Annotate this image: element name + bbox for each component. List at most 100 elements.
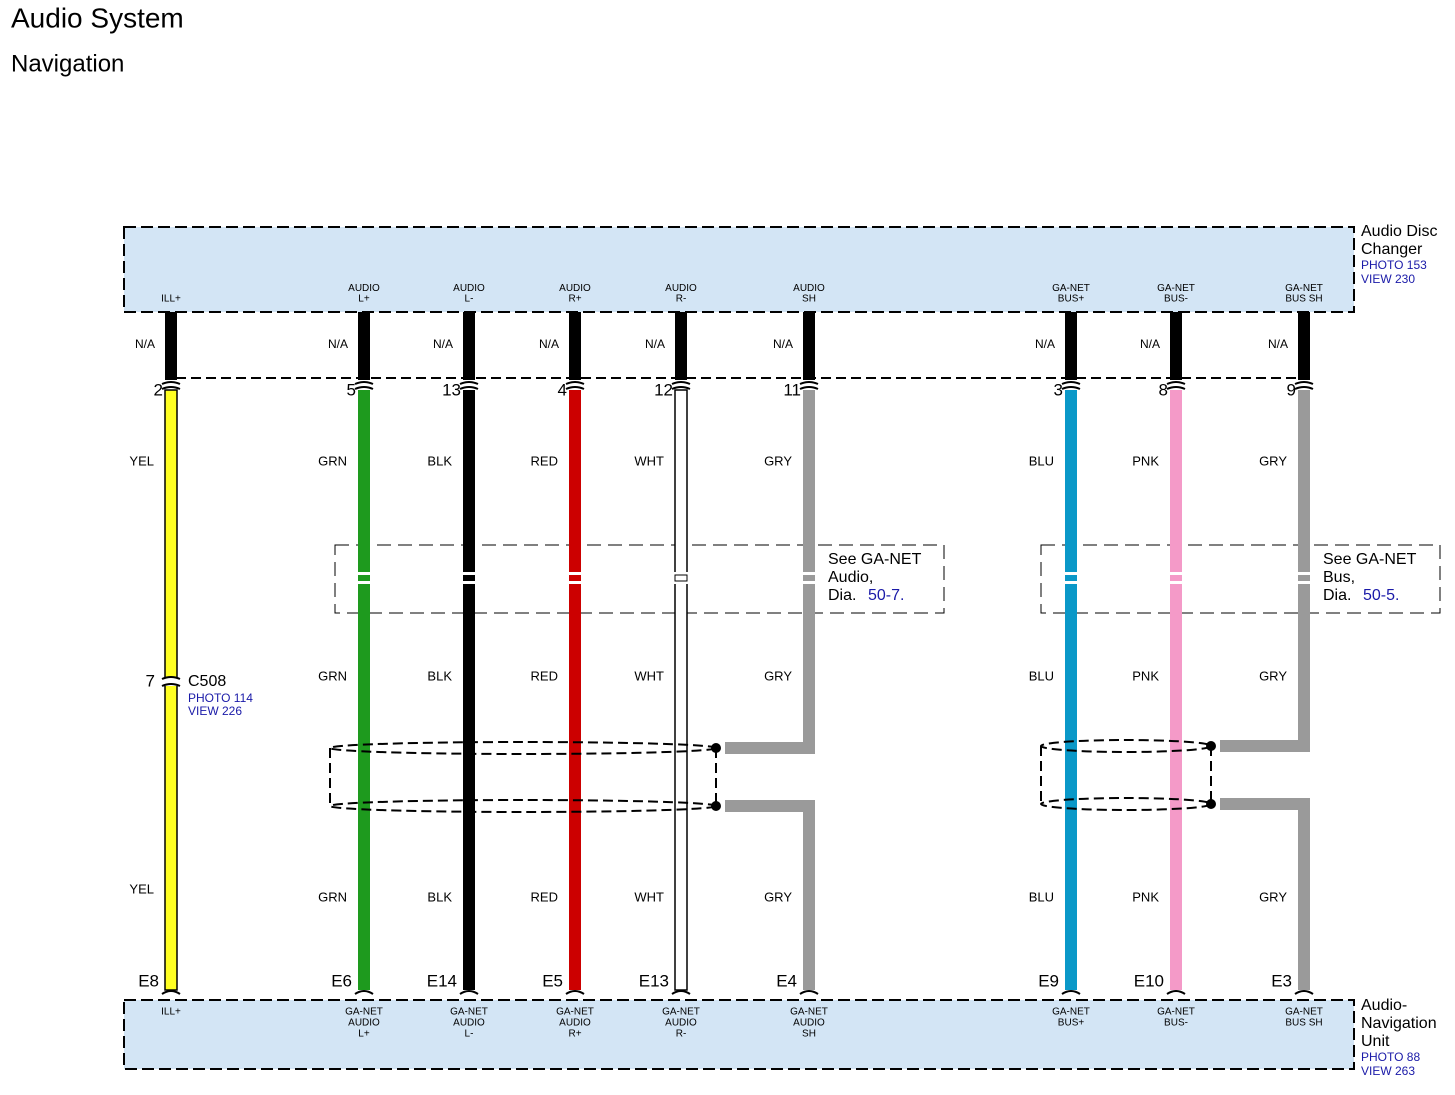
pin-mark (671, 381, 691, 390)
terminal-label: R+ (568, 294, 581, 305)
note-link[interactable]: 50-5. (1363, 587, 1399, 604)
wire-color-label: GRN (318, 668, 347, 683)
component-name: Unit (1361, 1033, 1390, 1050)
wire-color-label: RED (531, 453, 558, 468)
wire-break-core (463, 575, 475, 581)
pin-number: 7 (146, 671, 155, 690)
wire-stub (358, 312, 370, 380)
wire-break-core (358, 575, 370, 581)
wire (1065, 390, 1077, 990)
pin-number: E13 (639, 971, 669, 990)
connector-name: C508 (188, 673, 226, 690)
pin-mark (1294, 381, 1314, 390)
wire-color-label: N/A (328, 337, 348, 351)
note-text: Dia. (828, 587, 856, 604)
pin-mark (671, 990, 691, 995)
component-name: Audio Disc (1361, 223, 1437, 240)
shield-dot (711, 743, 721, 753)
wire-color-label: GRY (764, 668, 792, 683)
component-name: Changer (1361, 241, 1423, 258)
terminal-label: GA-NET (345, 1007, 383, 1018)
wire-color-label: BLU (1029, 668, 1054, 683)
terminal-label: R- (676, 1029, 687, 1040)
wire (358, 390, 370, 990)
pin-number: 13 (442, 380, 461, 399)
wire-color-label: WHT (634, 668, 664, 683)
wire-stub (569, 312, 581, 380)
wire-color-label: GRN (318, 889, 347, 904)
note-link[interactable]: 50-7. (868, 587, 904, 604)
pin-mark (459, 990, 479, 995)
title: Audio System (11, 2, 184, 33)
pin-number: 12 (654, 380, 673, 399)
wire-color-label: N/A (433, 337, 453, 351)
wire-color-label: WHT (634, 889, 664, 904)
pin-mark (565, 990, 585, 995)
note-text: Bus, (1323, 569, 1355, 586)
component-photo: PHOTO 88 (1361, 1050, 1420, 1064)
wire-color-label: N/A (1140, 337, 1160, 351)
wire-color-label: PNK (1132, 453, 1159, 468)
pin-number: 2 (154, 380, 163, 399)
wire-color-label: N/A (773, 337, 793, 351)
wire-color-label: BLU (1029, 453, 1054, 468)
wire-break-core (803, 575, 815, 581)
wire-stub (1065, 312, 1077, 380)
pin-mark (799, 990, 819, 995)
wire-color-label: WHT (634, 453, 664, 468)
wire-color-label: GRN (318, 453, 347, 468)
pin-mark (565, 381, 585, 390)
pin-number: E6 (331, 971, 352, 990)
pin-mark (1166, 381, 1186, 390)
terminal-label: AUDIO (665, 1018, 697, 1029)
wire-break-core (569, 575, 581, 581)
shield-drain (1220, 798, 1310, 810)
pin-mark (1061, 990, 1081, 995)
pin-number: E5 (542, 971, 563, 990)
terminal-label: GA-NET (1157, 1007, 1195, 1018)
wire-color-label: PNK (1132, 668, 1159, 683)
shield-dot (1206, 799, 1216, 809)
terminal-label: SH (802, 294, 816, 305)
wire-color-label: PNK (1132, 889, 1159, 904)
terminal-label: R- (676, 294, 687, 305)
connector-view: VIEW 226 (188, 704, 242, 718)
wire-color-label: N/A (135, 337, 155, 351)
pin-mark (161, 381, 181, 390)
wire (569, 390, 581, 990)
terminal-label: BUS SH (1285, 1018, 1322, 1029)
terminal-label: AUDIO (665, 283, 697, 294)
pin-mark (1166, 990, 1186, 995)
wire-color-label: BLU (1029, 889, 1054, 904)
connector-photo: PHOTO 114 (188, 691, 253, 705)
pin-number: 11 (783, 380, 801, 399)
shield-drain (1220, 740, 1310, 752)
terminal-label: GA-NET (1052, 283, 1090, 294)
terminal-label: GA-NET (1285, 283, 1323, 294)
terminal-label: AUDIO (453, 283, 485, 294)
wire-color-label: N/A (1268, 337, 1288, 351)
pin-number: E9 (1038, 971, 1059, 990)
component-view: VIEW 230 (1361, 272, 1415, 286)
terminal-label: GA-NET (556, 1007, 594, 1018)
pin-number: E14 (427, 971, 457, 990)
component-view: VIEW 263 (1361, 1064, 1415, 1078)
terminal-label: R+ (568, 1029, 581, 1040)
wire-stub (463, 312, 475, 380)
wire-color-label: BLK (427, 889, 452, 904)
terminal-label: AUDIO (793, 283, 825, 294)
wire-color-label: GRY (1259, 668, 1287, 683)
wire (463, 390, 475, 990)
bottom-component-box (123, 999, 1355, 1070)
terminal-label: GA-NET (1285, 1007, 1323, 1018)
terminal-label: BUS SH (1285, 294, 1322, 305)
pin-number: 8 (1159, 380, 1168, 399)
pin-number: E10 (1134, 971, 1164, 990)
wire-color-label: BLK (427, 453, 452, 468)
top-component-box (123, 226, 1355, 313)
wire-break-core (1298, 575, 1310, 581)
wire-break-core (674, 574, 688, 582)
pin-number: E4 (776, 971, 797, 990)
note-box (1040, 544, 1441, 614)
